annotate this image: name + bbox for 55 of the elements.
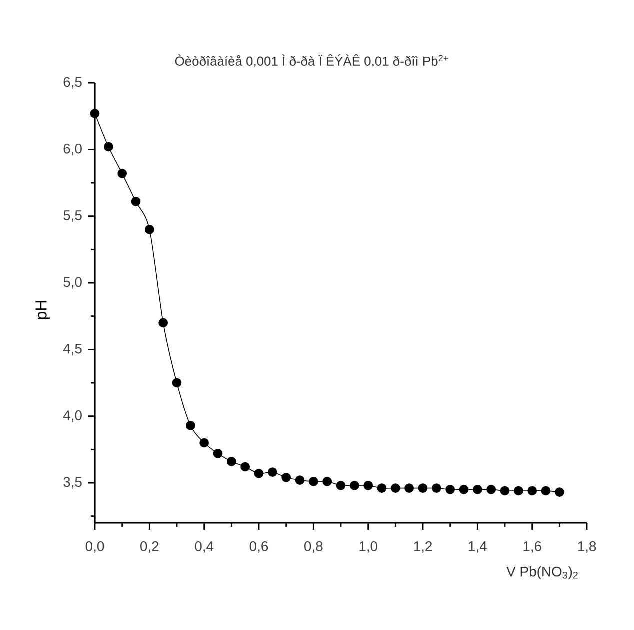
point [131, 196, 141, 206]
y-tick-label: 5,5 [64, 210, 82, 222]
y-tick-label: 4,5 [63, 344, 82, 356]
x-tick-label: 0,6 [250, 542, 268, 554]
point [459, 484, 469, 494]
x-tick-label: 0,2 [140, 542, 159, 554]
point [350, 480, 360, 490]
point [554, 488, 564, 498]
point [528, 486, 538, 496]
point [486, 484, 496, 494]
point [90, 108, 100, 118]
point [200, 438, 210, 448]
x-tick-label: 0,8 [304, 542, 323, 554]
chart-title: Òèòðîâàíèå 0,001 Ì ð-ðà Ï ÊÝÀÊ 0,01 ð-ðîì Pb$^{2+}$ [175, 54, 448, 68]
y-tick-label: 3,5 [64, 477, 82, 489]
point [364, 480, 374, 490]
point [226, 456, 236, 466]
point [322, 476, 332, 486]
x-axis-title: V Pb(NO$_{3}$)$_{2}$ [506, 566, 578, 580]
point [104, 142, 114, 152]
point [118, 168, 128, 178]
point [282, 472, 292, 482]
point [268, 468, 278, 478]
x-tick-label: 1,4 [469, 542, 487, 553]
x-tick-label: 1,8 [578, 542, 596, 554]
point [158, 318, 168, 328]
point [390, 484, 400, 494]
point [295, 476, 305, 486]
point [404, 484, 414, 494]
point [418, 484, 428, 494]
x-tick-label: 0,4 [195, 542, 214, 554]
point [186, 420, 196, 430]
x-tick-label: 0,0 [86, 542, 104, 554]
y-tick-label: 4,0 [63, 410, 82, 422]
point [308, 476, 318, 486]
point [472, 484, 482, 494]
x-tick-label: 1,2 [414, 542, 432, 554]
point [514, 486, 524, 496]
point [446, 484, 456, 494]
y-tick-label: 6,0 [64, 144, 82, 156]
point [541, 486, 551, 496]
point [144, 224, 154, 234]
point [254, 468, 264, 478]
point [336, 480, 346, 490]
point [377, 484, 387, 494]
point [500, 486, 510, 496]
y-tick-label: 5,0 [64, 277, 82, 289]
point [172, 378, 182, 388]
point [240, 462, 250, 472]
x-tick-label: 1,6 [524, 542, 542, 554]
y-tick-label: 6,5 [64, 77, 82, 89]
x-tick-label: 1,0 [360, 542, 378, 554]
y-axis-title: pH [36, 301, 50, 320]
point [213, 448, 223, 458]
point [432, 484, 442, 494]
